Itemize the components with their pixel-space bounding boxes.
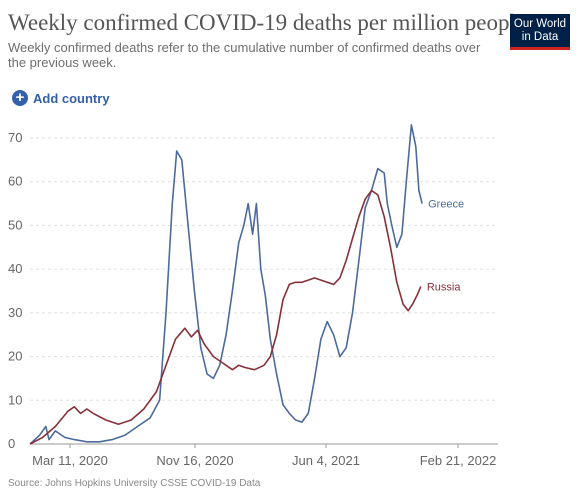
add-country-button[interactable]: + Add country (12, 88, 110, 108)
chart-title: Weekly confirmed COVID-19 deaths per mil… (8, 10, 527, 35)
x-axis: Mar 11, 2020 Nov 16, 2020 Jun 4, 2021 Feb 2… (32, 444, 496, 468)
y-tick-label: 30 (8, 305, 22, 320)
y-tick-label: 10 (8, 392, 22, 407)
y-tick-label: 70 (8, 130, 22, 145)
series-layer: Greece Russia (29, 124, 464, 445)
series-label-greece: Greece (428, 199, 464, 211)
add-country-label: Add country (33, 90, 110, 106)
logo-line-1: Our World (513, 18, 567, 30)
x-tick-label: Mar 11, 2020 (32, 453, 108, 468)
y-tick-label: 0 (8, 436, 15, 451)
owid-logo[interactable]: Our World in Data (510, 14, 570, 50)
y-tick-label: 40 (8, 261, 22, 276)
x-tick-label: Nov 16, 2020 (156, 453, 233, 468)
x-tick-label: Feb 21, 2022 (420, 453, 497, 468)
y-tick-label: 50 (8, 217, 22, 232)
plus-circle-icon: + (12, 90, 28, 106)
y-tick-label: 20 (8, 349, 22, 364)
source-note: Source: Johns Hopkins University CSSE CO… (8, 478, 261, 489)
series-label-russia: Russia (427, 282, 462, 294)
grid-layer (30, 137, 498, 445)
y-axis: 0 10 20 30 40 50 60 70 (8, 130, 22, 451)
logo-line-2: in Data (521, 31, 559, 43)
chart-subtitle: Weekly confirmed deaths refer to the cum… (8, 40, 481, 70)
series-line-russia (29, 189, 422, 445)
y-tick-label: 60 (8, 174, 22, 189)
x-tick-label: Jun 4, 2021 (292, 453, 360, 468)
series-line-greece (29, 124, 423, 445)
